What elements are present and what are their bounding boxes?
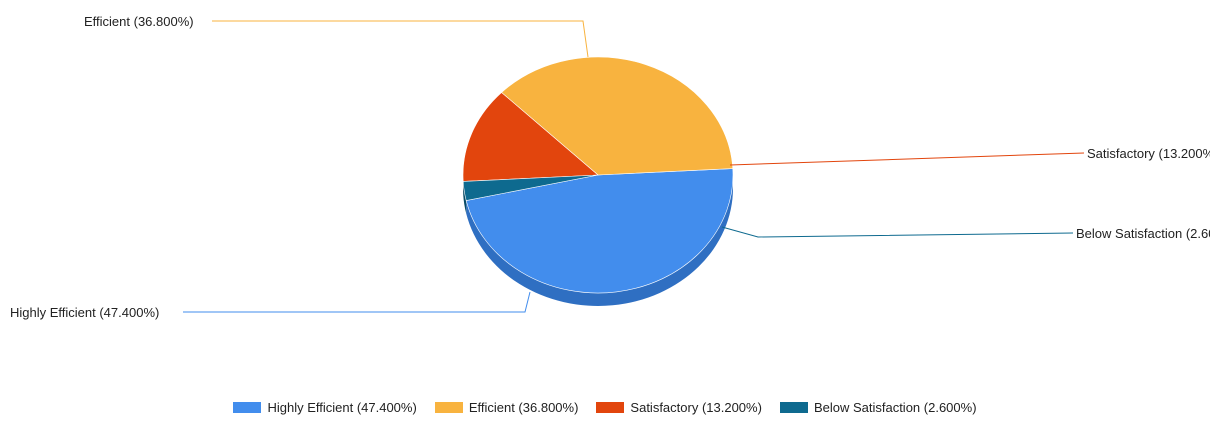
legend-item-efficient: Efficient (36.800%) (435, 400, 579, 415)
legend-swatch-efficient (435, 402, 463, 413)
data-label-highly-efficient: Highly Efficient (47.400%) (10, 305, 159, 320)
legend-item-highly-efficient: Highly Efficient (47.400%) (233, 400, 416, 415)
legend-label-satisfactory: Satisfactory (13.200%) (630, 400, 762, 415)
data-label-satisfactory: Satisfactory (13.200%) (1087, 146, 1210, 161)
legend-label-below-satisfaction: Below Satisfaction (2.600%) (814, 400, 977, 415)
leader-line-efficient (212, 21, 588, 57)
legend-item-satisfactory: Satisfactory (13.200%) (596, 400, 762, 415)
legend-label-efficient: Efficient (36.800%) (469, 400, 579, 415)
leader-line-highly-efficient (183, 292, 530, 312)
data-label-efficient: Efficient (36.800%) (84, 14, 194, 29)
legend-swatch-satisfactory (596, 402, 624, 413)
chart-legend: Highly Efficient (47.400%) Efficient (36… (0, 400, 1210, 415)
legend-swatch-below-satisfaction (780, 402, 808, 413)
legend-label-highly-efficient: Highly Efficient (47.400%) (267, 400, 416, 415)
data-label-below-satisfaction: Below Satisfaction (2.600%) (1076, 226, 1210, 241)
legend-swatch-highly-efficient (233, 402, 261, 413)
legend-item-below-satisfaction: Below Satisfaction (2.600%) (780, 400, 977, 415)
leader-line-satisfactory (730, 153, 1084, 165)
leader-line-below-satisfaction (722, 227, 1073, 237)
